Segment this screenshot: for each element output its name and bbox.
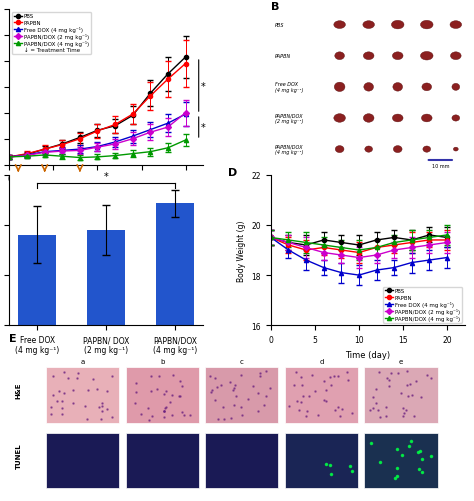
Ellipse shape — [420, 52, 433, 61]
FancyBboxPatch shape — [46, 368, 119, 423]
X-axis label: Time (day): Time (day) — [345, 350, 390, 359]
FancyBboxPatch shape — [126, 368, 199, 423]
Bar — [156, 204, 194, 326]
Ellipse shape — [454, 148, 458, 152]
Ellipse shape — [392, 53, 403, 61]
Ellipse shape — [363, 22, 374, 30]
Text: E: E — [9, 333, 17, 343]
Legend: PBS, PAPBN, Free DOX (4 mg kg⁻¹), PAPBN/DOX (2 mg kg⁻¹), PAPBN/DOX (4 mg kg⁻¹), : PBS, PAPBN, Free DOX (4 mg kg⁻¹), PAPBN/… — [12, 13, 91, 55]
Ellipse shape — [364, 114, 374, 123]
Ellipse shape — [392, 115, 403, 123]
Ellipse shape — [392, 21, 404, 30]
Text: PAPBN: PAPBN — [275, 54, 291, 59]
Text: e: e — [399, 358, 403, 364]
Ellipse shape — [335, 146, 344, 153]
FancyBboxPatch shape — [126, 433, 199, 488]
Ellipse shape — [452, 84, 460, 91]
Bar — [18, 235, 56, 326]
Ellipse shape — [334, 114, 346, 123]
Ellipse shape — [334, 22, 346, 30]
FancyBboxPatch shape — [205, 368, 278, 423]
Bar — [87, 230, 125, 326]
FancyBboxPatch shape — [365, 433, 438, 488]
Text: TUNEL: TUNEL — [16, 443, 22, 468]
Text: c: c — [240, 358, 244, 364]
Ellipse shape — [393, 146, 402, 153]
Ellipse shape — [335, 53, 345, 61]
Text: b: b — [160, 358, 164, 364]
Text: *: * — [201, 123, 205, 133]
Text: H&E: H&E — [16, 382, 22, 399]
FancyBboxPatch shape — [285, 433, 358, 488]
Text: 10 mm: 10 mm — [431, 164, 449, 169]
Ellipse shape — [365, 147, 373, 153]
Ellipse shape — [422, 84, 432, 92]
Y-axis label: Body Weight (g): Body Weight (g) — [237, 220, 246, 281]
Ellipse shape — [364, 53, 374, 61]
Legend: PBS, PAPBN, Free DOX (4 mg kg⁻¹), PAPBN/DOX (2 mg kg⁻¹), PAPBN/DOX (4 mg kg⁻¹): PBS, PAPBN, Free DOX (4 mg kg⁻¹), PAPBN/… — [383, 287, 462, 323]
Ellipse shape — [452, 116, 460, 122]
FancyBboxPatch shape — [285, 368, 358, 423]
Text: PAPBN/DOX
(2 mg kg⁻¹): PAPBN/DOX (2 mg kg⁻¹) — [275, 113, 303, 124]
Ellipse shape — [423, 147, 431, 153]
Text: Free DOX
(4 mg kg⁻¹): Free DOX (4 mg kg⁻¹) — [275, 82, 303, 93]
Ellipse shape — [420, 21, 433, 30]
Ellipse shape — [421, 115, 432, 123]
Text: d: d — [319, 358, 324, 364]
Text: PAPBN/DOX
(4 mg kg⁻¹): PAPBN/DOX (4 mg kg⁻¹) — [275, 144, 303, 155]
FancyBboxPatch shape — [205, 433, 278, 488]
Ellipse shape — [334, 83, 345, 92]
Ellipse shape — [393, 83, 402, 92]
Text: D: D — [228, 168, 237, 178]
FancyBboxPatch shape — [46, 433, 119, 488]
X-axis label: Time (day): Time (day) — [84, 189, 129, 198]
Ellipse shape — [450, 22, 462, 30]
Ellipse shape — [450, 53, 461, 61]
Text: a: a — [81, 358, 85, 364]
Ellipse shape — [364, 83, 374, 92]
Text: B: B — [271, 2, 279, 12]
Text: *: * — [201, 81, 205, 91]
Text: PBS: PBS — [275, 23, 284, 28]
Text: *: * — [104, 172, 109, 182]
FancyBboxPatch shape — [365, 368, 438, 423]
